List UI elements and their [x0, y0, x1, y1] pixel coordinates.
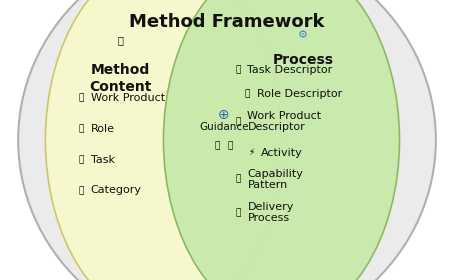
- Text: Task: Task: [91, 155, 115, 165]
- Text: Process: Process: [273, 53, 334, 67]
- Ellipse shape: [45, 0, 281, 280]
- Text: Task Descriptor: Task Descriptor: [247, 65, 333, 75]
- Text: 📂: 📂: [79, 155, 84, 164]
- Text: Delivery
Process: Delivery Process: [247, 202, 294, 223]
- Text: Activity: Activity: [261, 148, 303, 158]
- Text: ⚙: ⚙: [298, 30, 308, 40]
- Text: Role Descriptor: Role Descriptor: [257, 89, 342, 99]
- Text: Role: Role: [91, 124, 115, 134]
- Text: ⚡: ⚡: [248, 148, 254, 157]
- Text: 📋: 📋: [235, 66, 241, 74]
- Text: ⊕: ⊕: [218, 108, 230, 122]
- Text: Capability
Pattern: Capability Pattern: [247, 169, 303, 190]
- Text: Method Framework: Method Framework: [129, 13, 325, 31]
- Ellipse shape: [18, 0, 436, 280]
- Text: 🗂: 🗂: [79, 186, 84, 195]
- Text: 🔧: 🔧: [214, 141, 220, 150]
- Text: Work Product: Work Product: [91, 93, 165, 103]
- Text: Work Product
Descriptor: Work Product Descriptor: [247, 111, 321, 132]
- Ellipse shape: [163, 0, 400, 280]
- Text: Guidance: Guidance: [199, 122, 249, 132]
- Text: Method
Content: Method Content: [89, 63, 152, 94]
- Text: 📚: 📚: [118, 36, 123, 46]
- Text: 📄: 📄: [235, 117, 241, 126]
- Text: 🔵: 🔵: [235, 175, 241, 184]
- Text: 🔒: 🔒: [79, 124, 84, 133]
- Text: Category: Category: [91, 185, 142, 195]
- Text: 📄: 📄: [79, 94, 84, 102]
- Text: 💡: 💡: [228, 141, 233, 150]
- Text: 🚀: 🚀: [235, 208, 241, 217]
- Text: 👤: 👤: [244, 89, 250, 98]
